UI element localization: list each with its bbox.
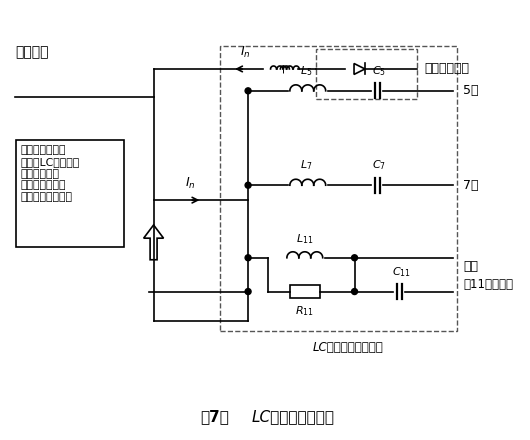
Text: $C_7$: $C_7$	[373, 158, 386, 172]
Text: $C_{11}$: $C_{11}$	[392, 265, 411, 279]
Circle shape	[245, 182, 251, 188]
Text: 電力系統: 電力系統	[15, 45, 49, 59]
Text: LCフィルタの構成例: LCフィルタの構成例	[313, 341, 384, 354]
Text: 高次: 高次	[463, 260, 478, 273]
Text: 5次: 5次	[463, 84, 479, 97]
Text: 第7図: 第7図	[200, 409, 229, 424]
Text: $L_{11}$: $L_{11}$	[296, 232, 313, 246]
Text: $R_{11}$: $R_{11}$	[295, 304, 314, 318]
Circle shape	[245, 289, 251, 294]
Text: 7次: 7次	[463, 179, 479, 192]
Text: （11次以上）: （11次以上）	[463, 278, 513, 291]
Bar	[16, 139, 123, 247]
Circle shape	[351, 289, 358, 294]
Text: LCフィルタの概念: LCフィルタの概念	[252, 409, 335, 424]
Bar	[220, 46, 457, 331]
Bar	[290, 285, 320, 298]
Circle shape	[245, 88, 251, 94]
Text: 発生源の高調波
電流をLCフィルタ
で吸収し電力
系統に流れ込ま
ないようにする。: 発生源の高調波 電流をLCフィルタ で吸収し電力 系統に流れ込ま ないようにする…	[20, 146, 80, 202]
Text: $I_n$: $I_n$	[185, 176, 196, 191]
Circle shape	[245, 255, 251, 261]
Text: $L_5$: $L_5$	[299, 64, 312, 78]
Text: $L_7$: $L_7$	[299, 158, 312, 172]
Text: $C_5$: $C_5$	[373, 64, 386, 78]
Circle shape	[351, 255, 358, 261]
FancyArrow shape	[144, 225, 164, 260]
Text: 高調波発生源: 高調波発生源	[424, 62, 469, 75]
Bar	[316, 49, 417, 99]
Text: $I_n$: $I_n$	[240, 45, 250, 60]
